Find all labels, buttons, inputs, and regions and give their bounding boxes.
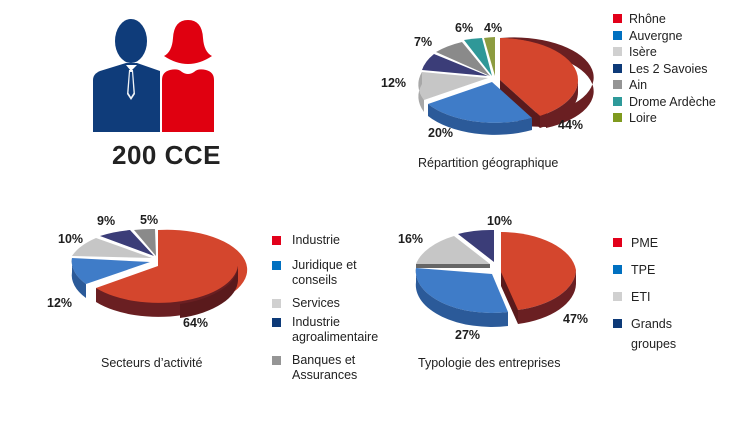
- legend-swatch: [272, 318, 281, 327]
- legend-sectors: Industrie Juridique et conseils Services…: [272, 233, 382, 383]
- legend-item: Industrie agroalimentaire: [272, 315, 382, 345]
- pct-label: 9%: [97, 214, 116, 228]
- pct-label: 10%: [487, 214, 513, 228]
- cce-count-label: 200 CCE: [112, 140, 221, 170]
- legend-swatch: [613, 238, 622, 247]
- legend-item: Auvergne: [613, 28, 716, 45]
- legend-item: Rhône: [613, 11, 716, 28]
- legend-swatch: [272, 261, 281, 270]
- pct-label: 47%: [563, 312, 589, 326]
- legend-swatch: [613, 47, 622, 56]
- legend-item: Juridique et conseils: [272, 258, 382, 288]
- legend-swatch: [613, 63, 622, 73]
- legend-item: Loire: [613, 110, 716, 127]
- legend-item: PME: [613, 233, 703, 253]
- pct-label: 20%: [428, 126, 454, 140]
- legend-item: TPE: [613, 260, 703, 280]
- legend-item: Drome Ardèche: [613, 94, 716, 111]
- pct-label: 5%: [140, 213, 159, 227]
- legend-swatch: [272, 299, 281, 308]
- legend-swatch: [613, 96, 622, 106]
- legend-item: Ain: [613, 77, 716, 94]
- legend-swatch: [613, 319, 622, 328]
- legend-company-types: PME TPE ETI Grands groupes: [613, 233, 703, 354]
- pct-label: 4%: [484, 21, 503, 35]
- pct-label: 12%: [381, 76, 407, 90]
- pct-label: 12%: [47, 296, 73, 310]
- pct-label: 16%: [398, 232, 424, 246]
- people-icon-group: [88, 14, 228, 132]
- legend-item: ETI: [613, 287, 703, 307]
- legend-swatch: [613, 113, 622, 122]
- legend-item: Grands groupes: [613, 314, 703, 354]
- pct-label: 7%: [414, 35, 433, 49]
- pie-company-types: [415, 229, 576, 327]
- chart-geographic: 44% 20% 12% 7% 6% 4% Répartition géograp…: [0, 0, 756, 200]
- legend-swatch: [272, 236, 281, 245]
- legend-swatch: [613, 265, 622, 274]
- legend-item: Isère: [613, 44, 716, 61]
- legend-item: Industrie: [272, 233, 382, 248]
- chart-title: Typologie des entreprises: [418, 356, 561, 370]
- chart-title: Secteurs d’activité: [101, 356, 203, 370]
- legend-swatch: [613, 292, 622, 301]
- legend-item: Banques et Assurances: [272, 353, 382, 383]
- legend-geographic: Rhône Auvergne Isère Les 2 Savoies Ain D…: [613, 11, 716, 127]
- pct-label: 64%: [183, 316, 209, 330]
- legend-swatch: [613, 80, 622, 89]
- legend-swatch: [613, 30, 622, 40]
- legend-swatch: [272, 356, 281, 365]
- chart-sectors: 64% 12% 10% 9% 5% Secteurs d’activité In…: [0, 200, 380, 422]
- legend-item: Services: [272, 296, 382, 311]
- people-man-woman-icon: [93, 19, 214, 132]
- pct-label: 6%: [455, 21, 474, 35]
- pct-label: 44%: [558, 118, 584, 132]
- pct-label: 27%: [455, 328, 481, 342]
- legend-item: Les 2 Savoies: [613, 61, 716, 78]
- pie-geographic: [418, 37, 594, 135]
- chart-title: Répartition géographique: [418, 156, 559, 170]
- chart-company-types: 47% 27% 16% 10% Typologie des entreprise…: [380, 200, 756, 422]
- pie-sectors: [71, 228, 248, 318]
- pct-label: 10%: [58, 232, 84, 246]
- legend-swatch: [613, 14, 622, 23]
